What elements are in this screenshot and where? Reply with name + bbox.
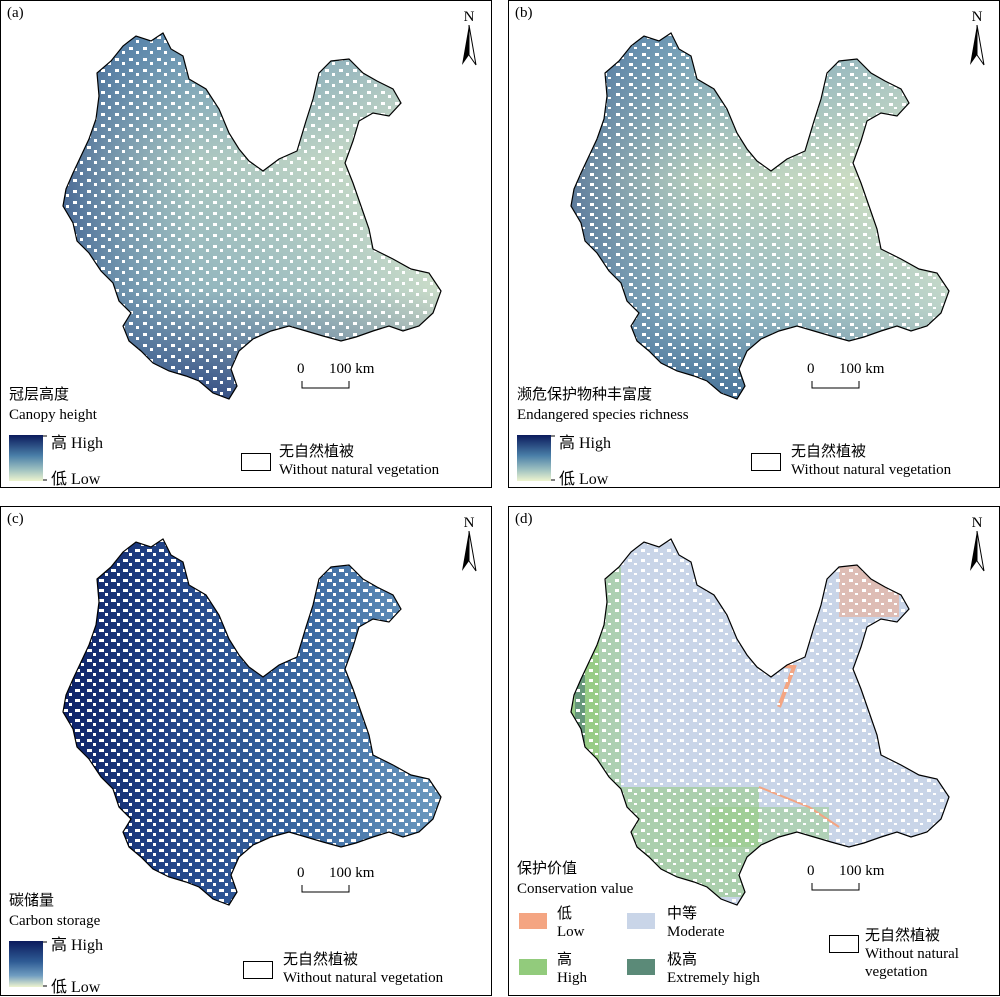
no-vegetation-cn: 无自然植被 [283,952,359,968]
legend-title-cn: 碳储量 [9,893,55,909]
ramp-low-label: 低 Low [559,471,609,488]
scale-bar: 0 100 km [297,865,407,895]
scale-bar-line [301,381,350,389]
scale-zero: 0 [297,865,305,881]
legend-high-en: High [557,970,587,986]
panel-label: (c) [7,511,24,527]
scale-bar-line [301,885,350,893]
legend-title: 濒危保护物种丰富度 Endangered species richness [517,385,689,425]
ramp-high-label: 高 High [51,435,104,452]
legend-swatch-high [519,959,547,975]
north-label: N [463,515,475,531]
panel-d: (d) N 0 100 km 保护价值 Conservation value 低… [508,506,1000,996]
legend-title: 冠层高度 Canopy height [9,385,97,425]
legend-swatch-moderate [627,913,655,929]
legend-low-cn: 低 [557,906,573,922]
scale-bar-line [811,381,860,389]
no-vegetation-swatch [241,453,271,471]
legend-title-cn: 保护价值 [517,861,578,877]
no-vegetation-swatch [751,453,781,471]
north-label: N [463,9,475,25]
legend-title-cn: 冠层高度 [9,387,70,403]
legend-swatch-low [519,913,547,929]
panel-a: (a) N 0 100 km 冠层高度 Canopy height 高 High… [0,0,492,488]
legend-title-en: Canopy height [9,407,97,423]
legend-label-extremely-high: 极高 Extremely high [667,951,760,987]
no-vegetation-label: 无自然植被 Without natural vegetation [865,927,959,981]
no-vegetation-swatch [243,961,273,979]
legend-title: 碳储量 Carbon storage [9,891,100,931]
ramp-high-label: 高 High [559,435,612,452]
legend-title-en: Conservation value [517,881,634,897]
legend-title-en: Carbon storage [9,913,101,929]
north-arrow-icon [462,531,477,572]
no-vegetation-label: 无自然植被 Without natural vegetation [279,443,439,479]
ramp-high-label: 高 High [51,937,104,954]
legend-low-en: Low [557,924,585,940]
scale-bar-line [811,883,860,891]
scale-bar: 0 100 km [807,863,917,893]
north-arrow-icon [462,25,477,66]
panel-b: (b) N 0 100 km 濒危保护物种丰富度 Endangered spec… [508,0,1000,488]
no-vegetation-label: 无自然植被 Without natural vegetation [283,951,443,987]
no-vegetation-en: Without natural vegetation [279,462,440,478]
no-vegetation-cn: 无自然植被 [279,444,355,460]
north-label: N [971,515,983,531]
scale-distance: 100 km [329,361,375,377]
panel-label: (d) [515,511,533,527]
north-arrow-icon [970,531,985,572]
legend-swatch-extremely-high [627,959,655,975]
no-vegetation-cn: 无自然植被 [791,444,867,460]
scale-zero: 0 [807,361,815,377]
panel-c: (c) N 0 100 km 碳储量 Carbon storage 高 High… [0,506,492,996]
map-conservation-value [570,538,950,906]
legend-high-cn: 高 [557,952,573,968]
ramp-low-label: 低 Low [51,471,101,488]
legend-extremely-high-en: Extremely high [667,970,760,986]
legend-label-high: 高 High [557,951,587,987]
panel-label: (b) [515,5,533,21]
scale-distance: 100 km [329,865,375,881]
scale-zero: 0 [807,863,815,879]
north-label: N [971,9,983,25]
scale-distance: 100 km [839,361,885,377]
no-vegetation-swatch [829,935,859,953]
scale-distance: 100 km [839,863,885,879]
color-ramp [9,941,47,987]
no-vegetation-en-line1: Without natural [865,946,959,962]
scale-bar: 0 100 km [297,361,407,391]
scale-zero: 0 [297,361,305,377]
scale-bar: 0 100 km [807,361,917,391]
legend-label-moderate: 中等 Moderate [667,905,724,941]
legend-label-low: 低 Low [557,905,585,941]
color-ramp [9,435,47,481]
no-vegetation-cn: 无自然植被 [865,928,941,944]
panel-label: (a) [7,5,24,21]
legend-extremely-high-cn: 极高 [667,952,698,968]
legend-title-en: Endangered species richness [517,407,689,423]
no-vegetation-label: 无自然植被 Without natural vegetation [791,443,951,479]
legend-title-cn: 濒危保护物种丰富度 [517,387,653,403]
north-arrow-icon [970,25,985,66]
legend-title: 保护价值 Conservation value [517,859,633,899]
color-ramp [517,435,555,481]
no-vegetation-en: Without natural vegetation [283,970,444,986]
no-vegetation-en: Without natural vegetation [791,462,952,478]
legend-moderate-en: Moderate [667,924,725,940]
legend-moderate-cn: 中等 [667,906,698,922]
no-vegetation-en-line2: vegetation [865,964,928,980]
ramp-low-label: 低 Low [51,979,101,996]
